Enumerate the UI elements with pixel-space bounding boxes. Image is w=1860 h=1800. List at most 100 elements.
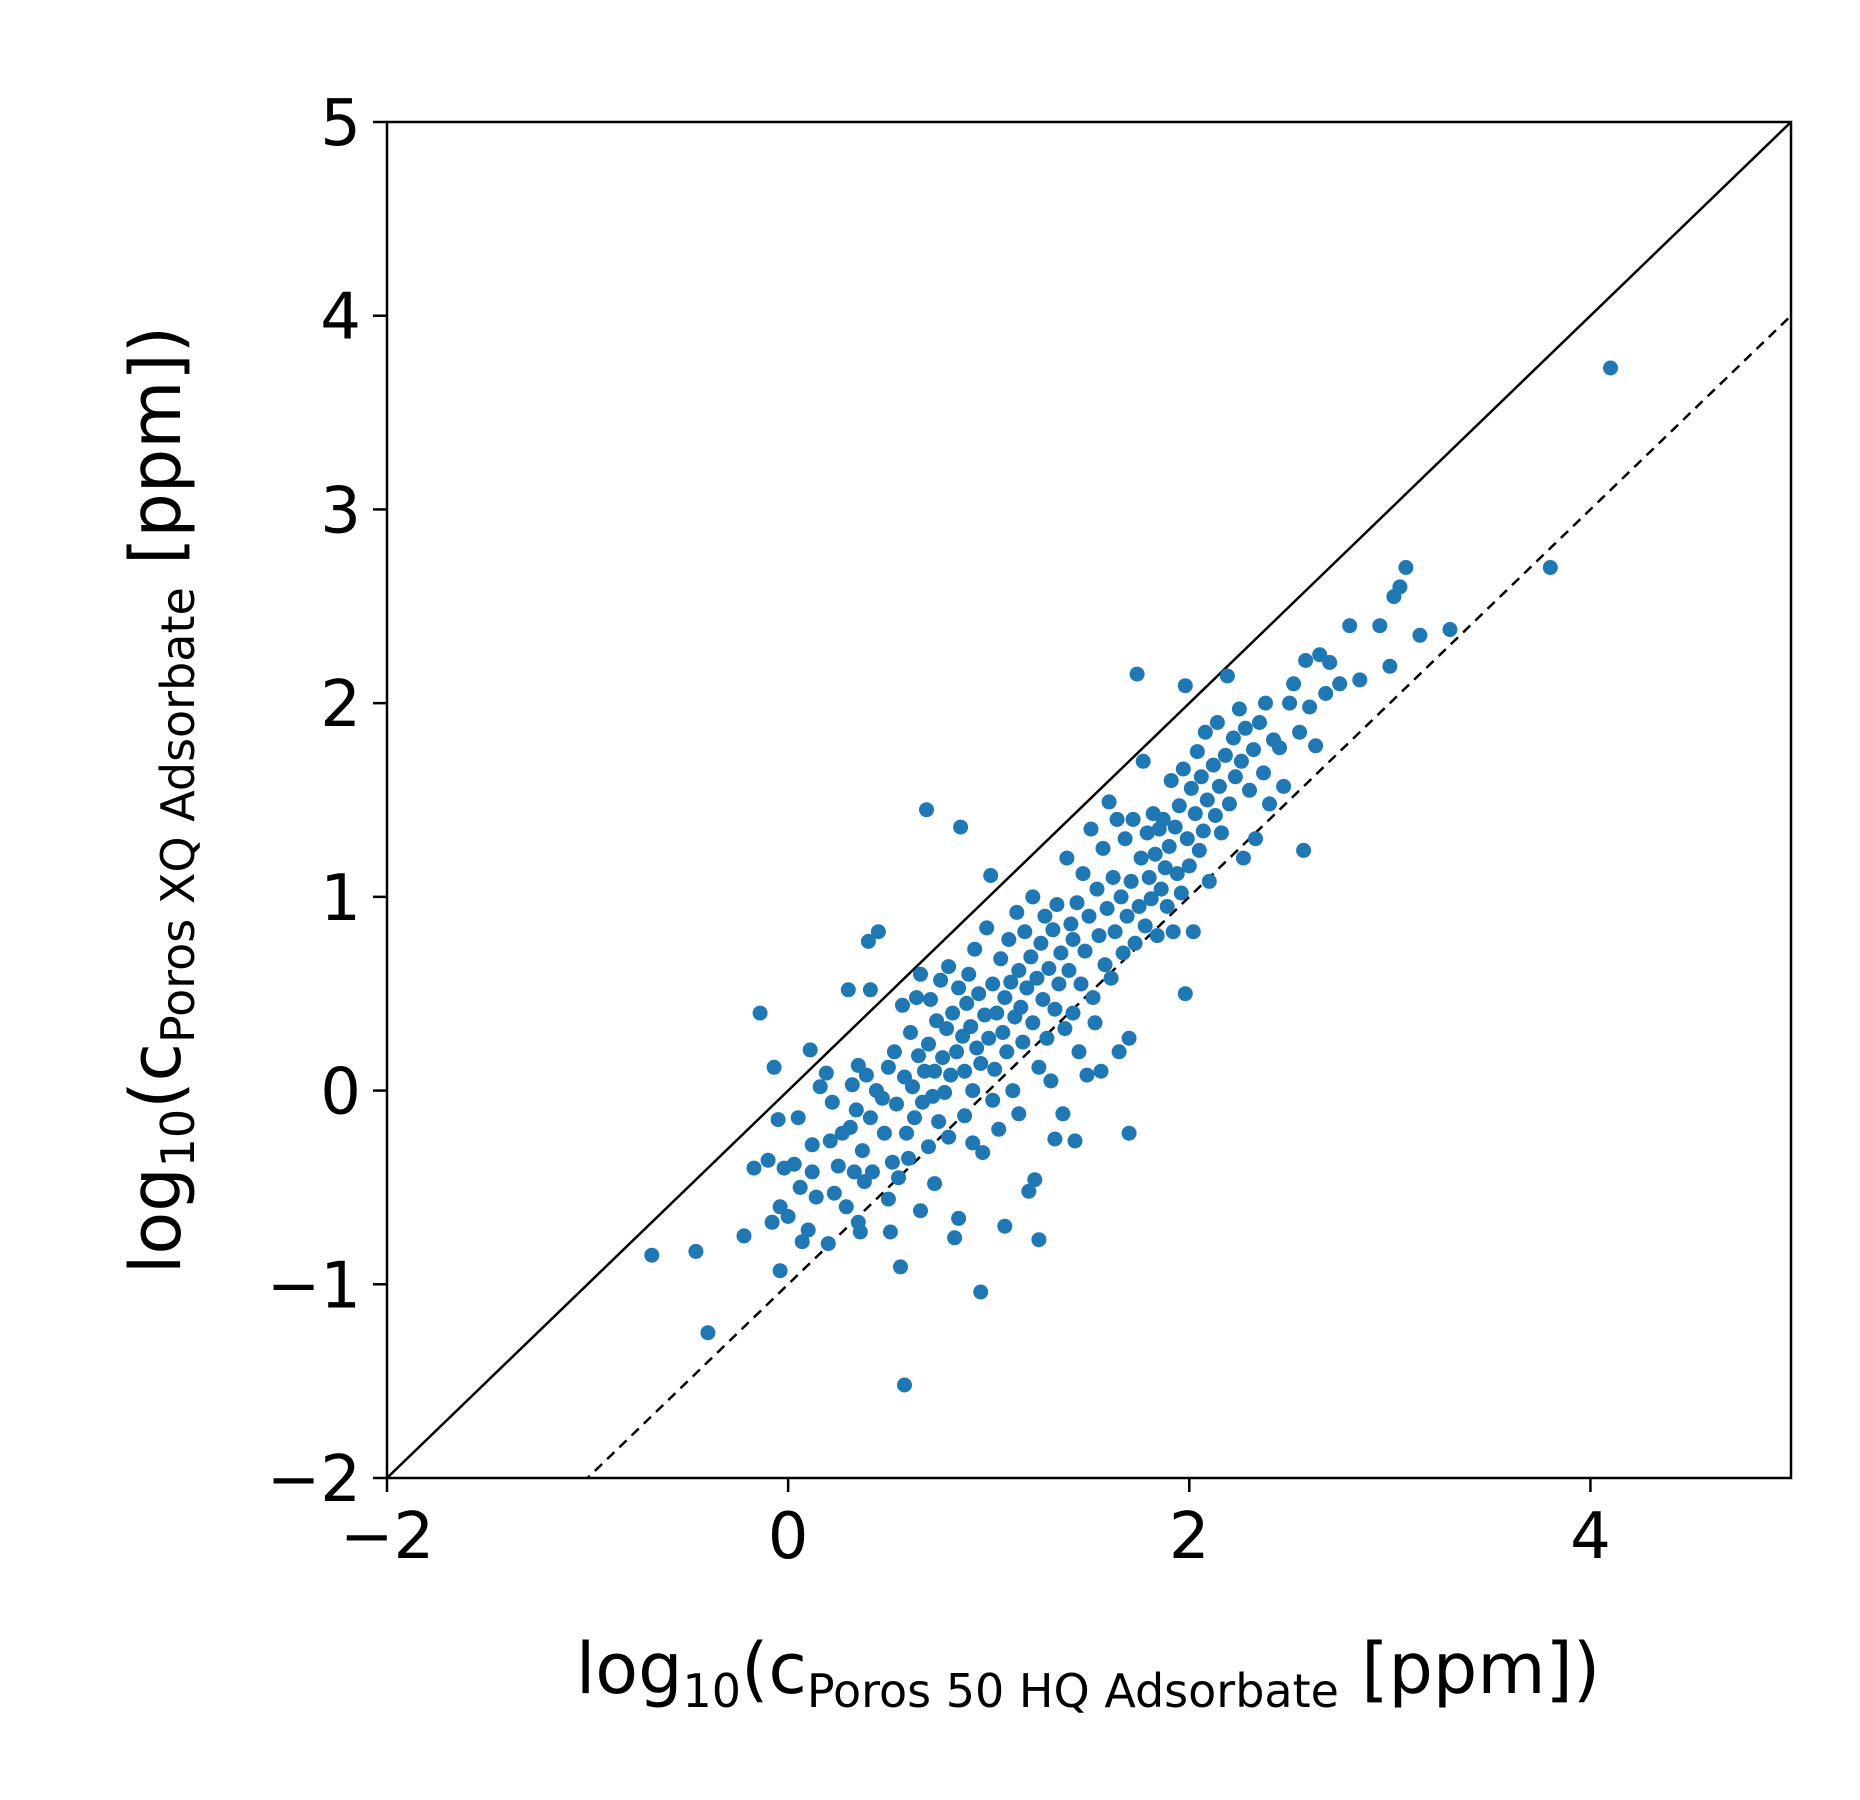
data-point bbox=[1101, 794, 1117, 810]
data-point bbox=[909, 990, 924, 1006]
data-point bbox=[891, 1170, 906, 1186]
data-point bbox=[1041, 961, 1057, 976]
data-point bbox=[1123, 873, 1139, 889]
data-point bbox=[848, 1102, 864, 1118]
data-point bbox=[1286, 676, 1302, 692]
data-point bbox=[1047, 1001, 1063, 1017]
data-point bbox=[939, 1021, 955, 1037]
data-point bbox=[919, 802, 934, 818]
data-point bbox=[897, 1377, 912, 1393]
data-point bbox=[1195, 823, 1211, 839]
data-point bbox=[971, 986, 987, 1002]
y-axis-ticks: −2 −1 0 1 2 3 4 5 bbox=[267, 87, 387, 1517]
data-point bbox=[1015, 1034, 1031, 1050]
data-point bbox=[1412, 627, 1428, 643]
data-point bbox=[1276, 778, 1292, 794]
y-tick-label: 5 bbox=[320, 87, 361, 161]
data-point bbox=[802, 1042, 818, 1058]
data-point bbox=[792, 1179, 808, 1195]
data-point bbox=[913, 966, 928, 982]
data-point bbox=[1061, 963, 1077, 978]
data-point bbox=[1442, 622, 1458, 637]
data-point bbox=[1045, 922, 1061, 938]
data-point bbox=[957, 1063, 973, 1079]
data-point bbox=[935, 1050, 951, 1066]
data-point bbox=[1021, 1183, 1037, 1199]
data-point bbox=[1121, 1030, 1137, 1046]
data-point bbox=[826, 1185, 842, 1201]
data-point bbox=[840, 982, 856, 998]
data-point bbox=[752, 1005, 768, 1021]
data-point bbox=[786, 1156, 802, 1172]
data-point bbox=[1025, 889, 1041, 905]
data-point bbox=[945, 1005, 961, 1021]
data-point bbox=[794, 1234, 810, 1250]
data-point bbox=[1159, 899, 1175, 914]
data-point bbox=[804, 1137, 820, 1153]
data-point bbox=[987, 1061, 1003, 1077]
data-point bbox=[1225, 730, 1241, 746]
data-point bbox=[963, 1019, 979, 1035]
data-point bbox=[1057, 1021, 1073, 1037]
data-point bbox=[644, 1247, 660, 1263]
data-point bbox=[921, 1139, 936, 1155]
data-point bbox=[923, 992, 938, 1007]
data-point bbox=[1089, 881, 1105, 897]
data-point bbox=[1235, 850, 1251, 866]
data-point bbox=[911, 1048, 926, 1064]
data-point bbox=[1093, 1063, 1109, 1079]
data-point bbox=[1248, 831, 1263, 847]
data-point bbox=[965, 1135, 981, 1151]
data-point bbox=[1025, 1015, 1041, 1031]
data-point bbox=[1177, 986, 1193, 1002]
data-point bbox=[1237, 720, 1253, 736]
data-point bbox=[1296, 842, 1312, 858]
data-point bbox=[937, 1085, 953, 1100]
data-point bbox=[981, 1030, 997, 1046]
data-point bbox=[921, 1036, 936, 1052]
data-point bbox=[1095, 840, 1111, 856]
data-point bbox=[1055, 1106, 1071, 1122]
data-point bbox=[1342, 618, 1358, 634]
data-points bbox=[644, 360, 1618, 1393]
data-point bbox=[1139, 825, 1155, 841]
data-point bbox=[804, 1164, 820, 1180]
data-point bbox=[1075, 866, 1091, 882]
y-axis-label-subscript: Poros XQ Adsorbate bbox=[151, 587, 205, 1043]
data-point bbox=[951, 1210, 967, 1226]
x-axis-label-unit: [ppm]) bbox=[1339, 1628, 1600, 1710]
data-point bbox=[1302, 699, 1318, 715]
data-point bbox=[979, 920, 995, 936]
data-point bbox=[1129, 666, 1145, 682]
data-point bbox=[820, 1236, 836, 1252]
data-point bbox=[1155, 811, 1171, 827]
data-point bbox=[1131, 899, 1147, 914]
data-point bbox=[1179, 831, 1195, 847]
data-point bbox=[1242, 782, 1257, 798]
data-point bbox=[1085, 990, 1101, 1006]
data-point bbox=[973, 1284, 989, 1300]
data-point bbox=[1272, 740, 1287, 756]
data-point bbox=[967, 941, 983, 957]
data-point bbox=[870, 924, 886, 940]
data-point bbox=[1207, 808, 1223, 823]
data-point bbox=[1149, 928, 1165, 944]
data-point bbox=[746, 1160, 762, 1176]
data-point bbox=[1332, 676, 1348, 692]
y-axis-label-base: 10 bbox=[151, 1109, 205, 1168]
data-point bbox=[876, 1125, 892, 1141]
data-point bbox=[1005, 1083, 1021, 1099]
data-point bbox=[790, 1110, 806, 1126]
data-point bbox=[854, 1143, 870, 1159]
data-point bbox=[1173, 885, 1189, 901]
data-point bbox=[1051, 976, 1067, 992]
data-point bbox=[852, 1224, 868, 1240]
data-point bbox=[1147, 846, 1163, 862]
x-tick-label: 0 bbox=[768, 1500, 809, 1574]
data-point bbox=[1107, 924, 1123, 940]
data-point bbox=[913, 1203, 928, 1219]
data-point bbox=[808, 1189, 824, 1205]
data-point bbox=[1081, 908, 1097, 924]
data-point bbox=[824, 1094, 840, 1110]
data-point bbox=[830, 1158, 846, 1174]
